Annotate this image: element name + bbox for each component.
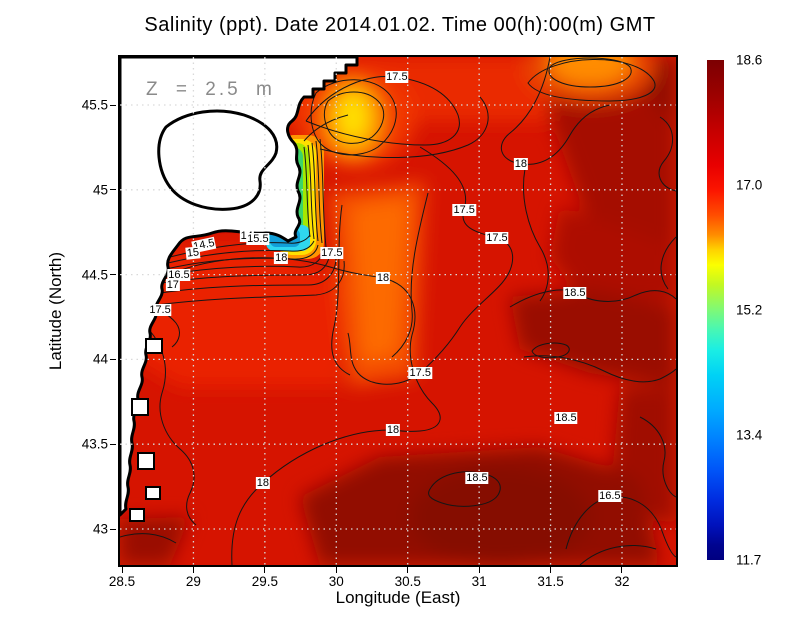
x-tick-mark <box>550 567 552 573</box>
salinity-shading <box>120 57 676 565</box>
x-tick-label: 28.5 <box>108 574 136 589</box>
contour-lines <box>120 57 676 565</box>
depth-annotation: Z = 2.5 m <box>146 79 275 100</box>
y-tick-mark <box>110 104 116 106</box>
x-tick-label: 29.5 <box>251 574 278 589</box>
x-tick-mark <box>407 567 409 573</box>
x-tick-label: 31.5 <box>537 574 564 589</box>
y-tick-mark <box>110 358 116 360</box>
y-tick-label: 43.5 <box>81 436 108 452</box>
colorbar-tick-label: 15.2 <box>736 302 763 318</box>
y-tick-label: 45 <box>92 182 108 198</box>
y-tick-label: 44 <box>92 351 108 367</box>
y-tick-mark <box>110 274 116 276</box>
y-tick-mark <box>110 189 116 191</box>
y-tick-label: 43 <box>92 521 108 537</box>
graticule-gridlines <box>120 57 676 565</box>
land-coastline <box>120 57 359 522</box>
y-tick-label: 45.5 <box>81 97 108 113</box>
y-tick-mark <box>110 528 116 530</box>
x-tick-mark <box>621 567 623 573</box>
x-tick-label: 31 <box>471 574 487 589</box>
x-tick-label: 30 <box>328 574 344 589</box>
x-tick-label: 29 <box>185 574 201 589</box>
x-axis-label: Longitude (East) <box>335 588 461 607</box>
y-tick-label: 44.5 <box>81 267 108 283</box>
x-tick-label: 32 <box>614 574 630 589</box>
x-tick-mark <box>264 567 266 573</box>
colorbar-tick-label: 18.6 <box>736 52 763 68</box>
x-tick-mark <box>192 567 194 573</box>
x-tick-label: 30.5 <box>394 574 421 589</box>
salinity-colorbar <box>707 60 724 560</box>
colorbar-tick-label: 11.7 <box>736 552 762 568</box>
colorbar-tick-label: 17.0 <box>736 177 763 193</box>
y-tick-mark <box>110 443 116 445</box>
x-tick-mark <box>335 567 337 573</box>
x-tick-mark <box>478 567 480 573</box>
map-plot-area: Z = 2.5 m 17.5 18 17.5 17.5 14 15.5 14.5 15 18 17… <box>118 55 678 567</box>
figure-title: Salinity (ppt). Date 2014.01.02. Time 00… <box>144 14 656 36</box>
salinity-field-canvas <box>120 57 676 565</box>
x-tick-mark <box>121 567 123 573</box>
colorbar-tick-label: 13.4 <box>736 427 763 443</box>
